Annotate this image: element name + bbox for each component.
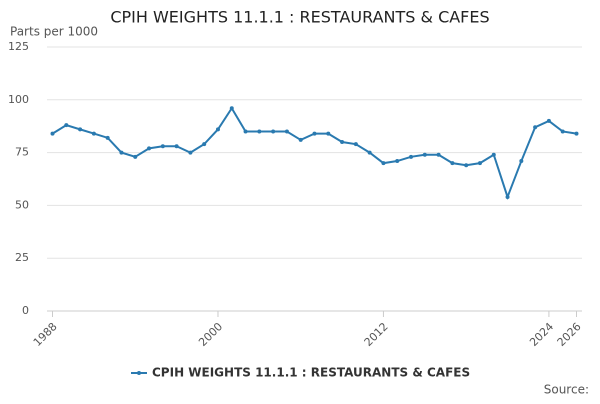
point [340, 140, 345, 145]
point [243, 129, 248, 134]
point [533, 125, 538, 130]
legend-marker [137, 371, 141, 375]
point [78, 127, 83, 132]
point [326, 131, 331, 136]
point [229, 106, 234, 111]
point [560, 129, 565, 134]
point [312, 131, 317, 136]
point [188, 150, 193, 155]
point [436, 152, 441, 157]
point [202, 142, 207, 147]
chart-title: CPIH WEIGHTS 11.1.1 : RESTAURANTS & CAFE… [110, 8, 489, 27]
point [91, 131, 96, 136]
point [505, 194, 510, 199]
point [409, 154, 414, 159]
y-tick-label: 0 [22, 304, 29, 317]
point [574, 131, 579, 136]
x-tick-label: 2000 [196, 320, 225, 349]
point [298, 137, 303, 142]
point [147, 146, 152, 151]
x-tick-label: 1988 [31, 320, 60, 349]
point [381, 161, 386, 166]
x-tick-label: 2012 [362, 320, 391, 349]
y-tick-label: 25 [15, 251, 29, 264]
point [64, 123, 69, 128]
x-tick-label: 2024 [527, 320, 556, 349]
point [367, 150, 372, 155]
y-tick-label: 125 [8, 40, 29, 53]
point [174, 144, 179, 149]
point [50, 131, 55, 136]
y-tick-label: 50 [15, 198, 29, 211]
point [450, 161, 455, 166]
point [105, 135, 110, 140]
point [464, 163, 469, 168]
point [119, 150, 124, 155]
y-axis-label: Parts per 1000 [10, 25, 98, 39]
point [519, 159, 524, 164]
point [160, 144, 165, 149]
source: Source: [544, 383, 589, 397]
point [271, 129, 276, 134]
point [257, 129, 262, 134]
point [422, 152, 427, 157]
point [395, 159, 400, 164]
point [546, 118, 551, 123]
point [477, 161, 482, 166]
point [215, 127, 220, 132]
point [353, 142, 358, 147]
legend-label: CPIH WEIGHTS 11.1.1 : RESTAURANTS & CAFE… [152, 366, 470, 380]
point [284, 129, 289, 134]
point [133, 154, 138, 159]
y-tick-label: 100 [8, 93, 29, 106]
x-tick-label: 2026 [555, 320, 584, 349]
y-tick-label: 75 [15, 146, 29, 159]
point [491, 152, 496, 157]
